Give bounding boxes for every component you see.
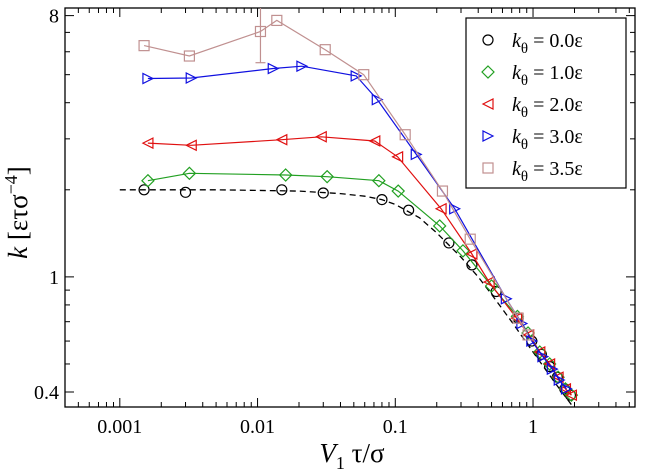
data-point — [465, 248, 478, 260]
series-0 — [138, 184, 577, 401]
data-point — [553, 374, 566, 387]
data-point — [185, 72, 198, 84]
data-point — [276, 184, 288, 196]
data-point — [399, 129, 411, 141]
data-point — [296, 60, 309, 73]
data-point — [546, 363, 559, 376]
x-axis-title: V1 τ/σ — [319, 438, 385, 470]
data-point — [432, 219, 447, 233]
data-point — [464, 233, 476, 245]
data-point — [141, 173, 155, 188]
data-point — [443, 237, 455, 249]
data-point — [183, 50, 195, 62]
data-point — [456, 244, 470, 258]
fit-curve-layer — [119, 189, 574, 407]
legend-marker — [482, 130, 495, 142]
data-point — [368, 134, 381, 147]
data-point — [179, 186, 192, 198]
series-1 — [141, 166, 579, 403]
data-point — [500, 292, 513, 305]
data-point — [482, 276, 495, 288]
axis-titles: V1 τ/σ k [ετσ−4] — [1, 166, 385, 470]
series-line — [147, 172, 572, 396]
data-point — [320, 169, 334, 184]
y-tick-label: 1 — [49, 267, 59, 289]
data-point — [319, 44, 331, 56]
data-point — [564, 388, 579, 403]
y-tick-label: 0.4 — [34, 382, 59, 404]
fit-curve — [119, 189, 574, 407]
data-point — [436, 185, 449, 197]
axes-layer: 0.001 0.01 0.1 1 0.4 1 8 — [34, 6, 636, 438]
data-point — [391, 184, 406, 198]
data-point — [526, 335, 539, 348]
data-point — [278, 168, 293, 182]
data-point — [371, 93, 384, 106]
data-point — [512, 312, 524, 324]
legend-label: kθ = 2.0ε — [512, 94, 583, 121]
data-point — [403, 204, 415, 216]
data-point — [565, 389, 578, 402]
series-3 — [142, 60, 573, 395]
data-point — [542, 357, 557, 371]
legend-label: kθ = 0.0ε — [512, 30, 583, 57]
series-line — [143, 19, 529, 336]
data-point — [466, 259, 478, 271]
data-point — [317, 187, 329, 199]
data-point — [142, 72, 155, 85]
data-point — [184, 139, 197, 152]
data-point — [350, 69, 363, 82]
data-point — [532, 345, 547, 359]
x-tick-label: 1 — [528, 416, 538, 438]
data-point — [434, 202, 447, 215]
data-point — [138, 40, 150, 52]
data-point — [376, 193, 388, 206]
plot-frame — [64, 7, 636, 408]
data-point — [372, 173, 386, 188]
data-point — [551, 371, 564, 384]
legend-marker — [481, 98, 494, 110]
data-point — [267, 62, 280, 75]
data-point — [522, 329, 534, 341]
y-tick-label: 8 — [49, 6, 59, 28]
data-point — [138, 184, 150, 196]
data-point — [358, 69, 370, 81]
data-point — [533, 346, 546, 358]
legend-label: kθ = 3.5ε — [512, 158, 583, 185]
data-point — [537, 350, 550, 363]
x-tick-label: 0.001 — [97, 416, 142, 438]
data-point — [391, 150, 404, 163]
series-4 — [138, 8, 534, 341]
data-point — [182, 166, 197, 181]
legend-label: kθ = 3.0ε — [512, 126, 583, 153]
series-layer — [138, 8, 579, 403]
data-point — [141, 137, 154, 150]
x-tick-label: 0.01 — [240, 416, 275, 438]
legend-marker — [482, 162, 494, 174]
data-point — [275, 133, 288, 146]
legend-marker — [481, 65, 495, 79]
data-point — [254, 25, 267, 38]
legend: kθ = 0.0ε kθ = 1.0ε kθ = 2.0ε kθ = 3.0ε kθ =… — [465, 17, 627, 189]
legend-marker — [482, 34, 494, 46]
x-tick-label: 0.1 — [383, 416, 408, 438]
y-axis-title: k [ετσ−4] — [1, 166, 33, 259]
data-point — [314, 130, 327, 143]
data-point — [560, 382, 573, 395]
data-point — [271, 14, 283, 27]
legend-label: kθ = 1.0ε — [512, 62, 583, 89]
